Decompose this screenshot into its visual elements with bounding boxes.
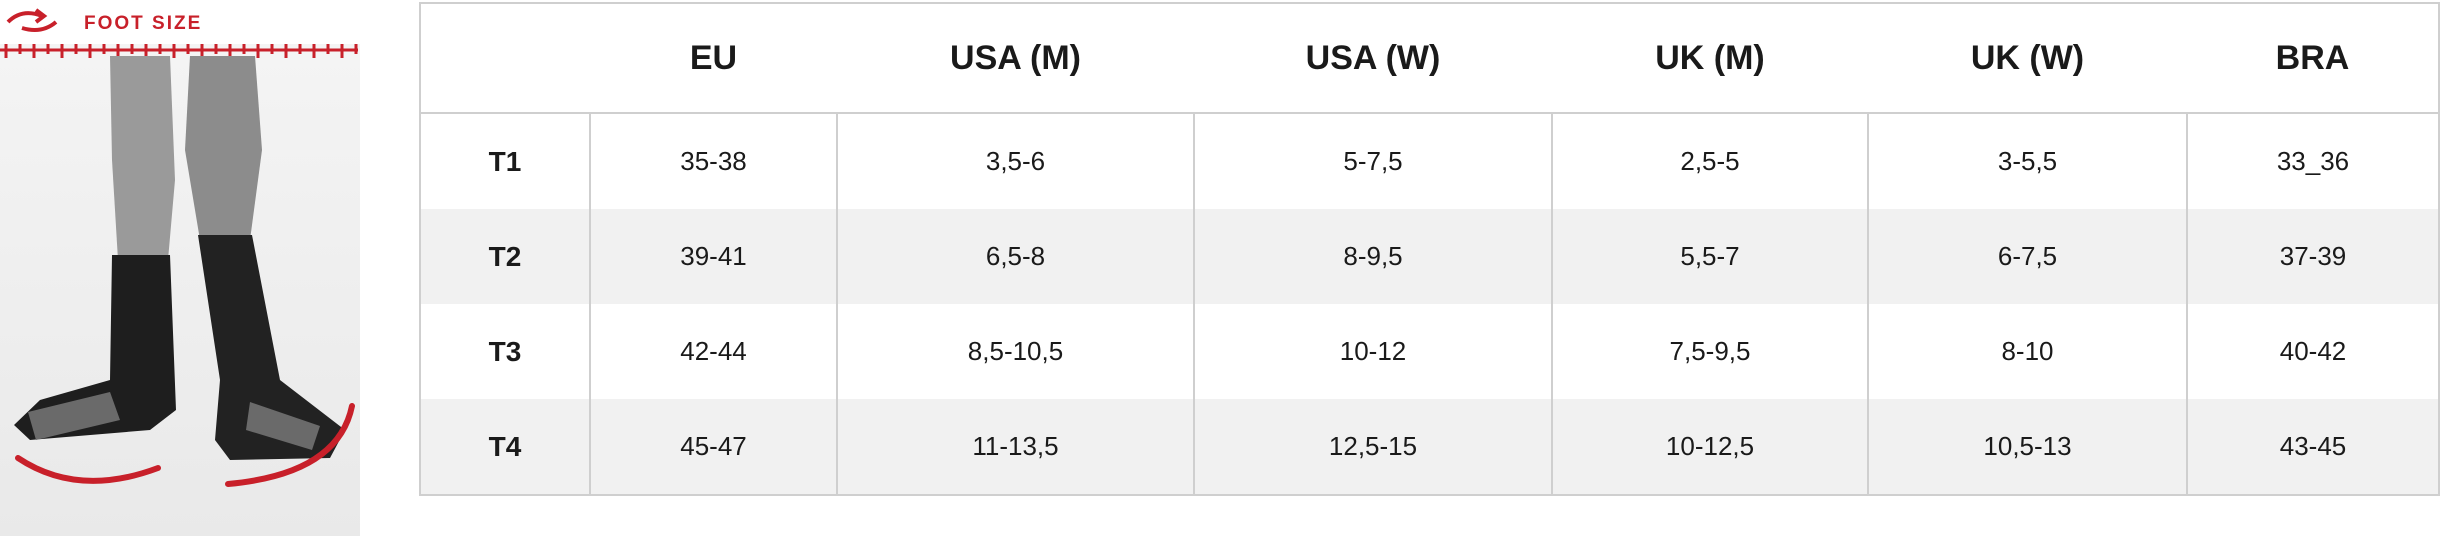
size-cell: 8,5-10,5: [836, 304, 1194, 399]
column-header: EU: [590, 3, 837, 114]
size-row: T4 45-47 11-13,5 12,5-15 10-12,5 10,5-13 43-45: [420, 399, 2439, 495]
size-cell: 6-7,5: [1867, 209, 2187, 304]
foot-icon: [6, 8, 58, 32]
column-header: USA (M): [837, 3, 1194, 114]
size-row: T2 39-41 6,5-8 8-9,5 5,5-7 6-7,5 37-39: [420, 209, 2439, 304]
size-label: T2: [420, 209, 590, 304]
column-header: UK (W): [1868, 3, 2187, 114]
size-cell: 45-47: [589, 399, 837, 495]
size-cell: 8-10: [1867, 304, 2187, 399]
size-cell: 3,5-6: [836, 113, 1194, 209]
column-header: UK (M): [1552, 3, 1868, 114]
size-label: T3: [488, 335, 522, 367]
size-cell: 10-12: [1193, 304, 1552, 399]
size-cell: 11-13,5: [836, 399, 1194, 495]
size-label: T1: [488, 145, 522, 177]
foot-size-label: FOOT SIZE: [84, 13, 202, 34]
size-cell: 42-44: [589, 304, 837, 399]
legs: [14, 56, 345, 460]
size-table: EU USA (M) USA (W) UK (M) UK (W) BRA T1 35-38 3…: [419, 2, 2440, 496]
size-cell: 40-42: [2186, 304, 2439, 399]
column-header: USA (W): [1194, 3, 1552, 114]
column-header: BRA: [2187, 3, 2439, 114]
size-cell: 12,5-15: [1193, 399, 1552, 495]
header-row: EU USA (M) USA (W) UK (M) UK (W) BRA: [420, 3, 2439, 114]
size-cell: 2,5-5: [1551, 113, 1868, 209]
size-cell: 5,5-7: [1551, 209, 1868, 304]
foot-arcs: [15, 403, 355, 487]
ruler: [0, 44, 358, 58]
size-cell: 33_36: [2186, 113, 2439, 209]
size-label: T4: [420, 399, 590, 495]
size-row: T3 42-44 8,5-10,5 10-12 7,5-9,5 8-10 40-42: [420, 304, 2439, 399]
foot-size-illustration: FOOT SIZE: [0, 8, 360, 536]
size-cell: 3-5,5: [1867, 113, 2187, 209]
size-cell: 10-12,5: [1551, 399, 1868, 495]
size-cell: 37-39: [2186, 209, 2439, 304]
size-row: T1 35-38 3,5-6 5-7,5 2,5-5 3-5,5 33_36: [420, 113, 2439, 209]
size-cell: 39-41: [589, 209, 837, 304]
size-cell: 6,5-8: [836, 209, 1194, 304]
size-cell: 35-38: [589, 113, 837, 209]
size-cell: 8-9,5: [1193, 209, 1552, 304]
size-cell: 7,5-9,5: [1551, 304, 1868, 399]
size-cell: 43-45: [2186, 399, 2439, 495]
size-cell: 10,5-13: [1867, 399, 2187, 495]
size-cell: 5-7,5: [1193, 113, 1552, 209]
header-corner: [420, 3, 590, 114]
